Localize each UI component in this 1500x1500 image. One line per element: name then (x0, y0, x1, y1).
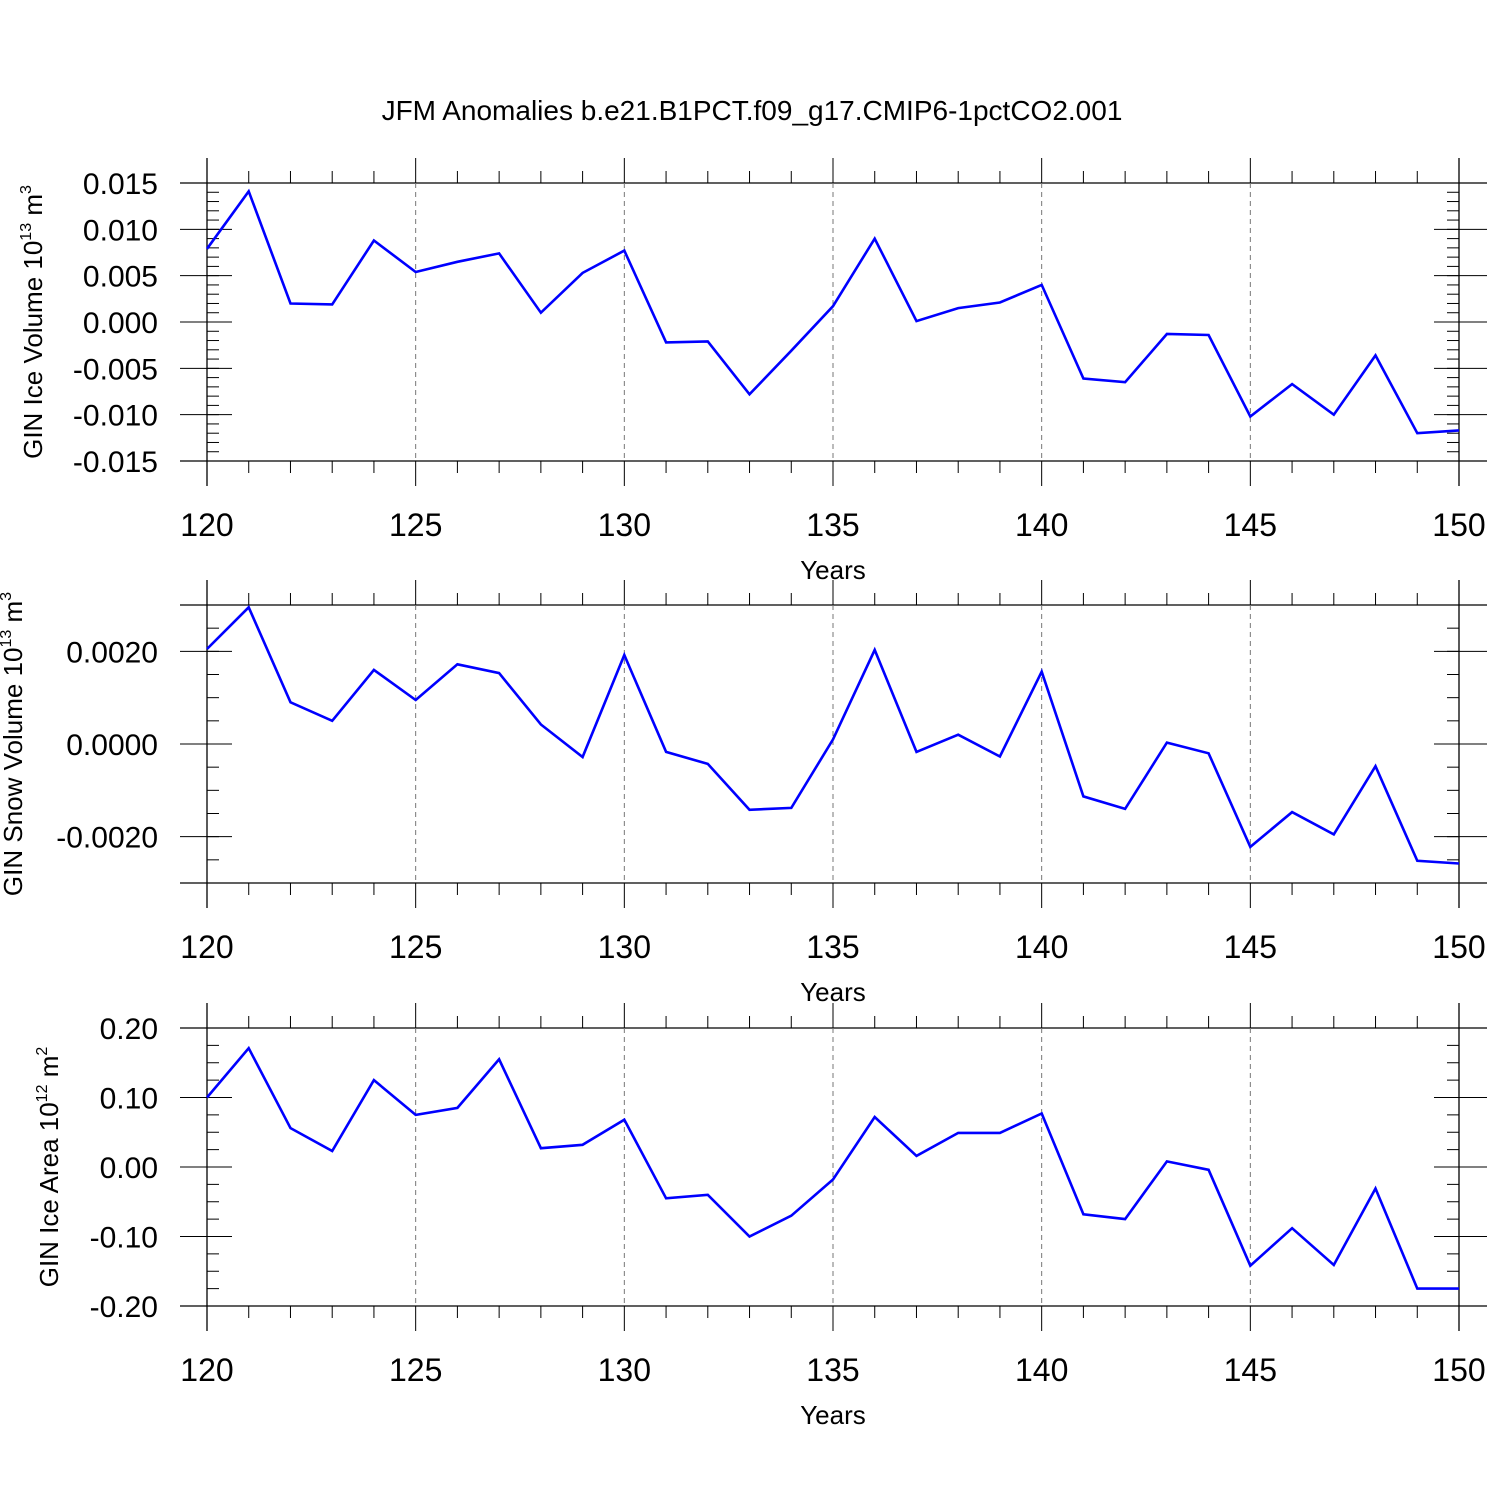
y-tick-label: -0.005 (73, 353, 158, 386)
y-axis-label-part: GIN Snow Volume 10 (0, 648, 28, 897)
x-tick-label: 135 (806, 507, 859, 543)
x-tick-label: 135 (806, 1352, 859, 1388)
x-tick-label: 145 (1224, 1352, 1277, 1388)
x-tick-label: 145 (1224, 507, 1277, 543)
y-axis-label: GIN Ice Volume 1013 m3 (18, 185, 48, 459)
x-tick-label: 130 (598, 507, 651, 543)
panel-1: 0.015 0.010 0.005 0.000 -0.005 -0.010 -0.015 12… (18, 158, 1487, 585)
y-axis-label-superscript: 2 (34, 1047, 51, 1056)
y-axis-label-superscript: 13 (18, 223, 35, 241)
y-tick-label: 0.0000 (66, 729, 158, 762)
y-tick-label: -0.0020 (56, 822, 158, 855)
x-tick-label: 145 (1224, 929, 1277, 965)
y-axis-label-part: GIN Ice Area 10 (34, 1102, 64, 1287)
y-axis-label-superscript: 3 (18, 185, 35, 194)
panel-2: 0.0020 0.0000 -0.0020 120 125 130 135 140 145 150… (0, 580, 1487, 1007)
chart-panels: 0.015 0.010 0.005 0.000 -0.005 -0.010 -0.015 12… (0, 158, 1487, 1430)
y-tick-label: 0.005 (83, 261, 158, 294)
series-line (206, 605, 1460, 865)
y-tick-label: 0.20 (100, 1013, 158, 1046)
y-axis-label-part: m (18, 194, 48, 223)
x-tick-label: 130 (598, 1352, 651, 1388)
series-line (206, 1045, 1459, 1290)
y-tick-label: -0.10 (90, 1222, 158, 1255)
y-axis-label-part: m (34, 1056, 64, 1085)
y-axis-label-part: m (0, 601, 28, 630)
x-tick-label: 130 (598, 929, 651, 965)
y-tick-label: 0.0020 (66, 636, 158, 669)
x-tick-label: 120 (180, 1352, 233, 1388)
y-axis-label-superscript: 3 (0, 592, 15, 601)
y-axis-label: GIN Ice Area 1012 m2 (34, 1047, 64, 1288)
x-tick-label: 150 (1432, 507, 1485, 543)
y-tick-label: 0.010 (83, 214, 158, 247)
series-line (205, 188, 1460, 435)
x-tick-label: 120 (180, 507, 233, 543)
y-axis-label-superscript: 12 (34, 1084, 51, 1102)
x-tick-label: 140 (1015, 507, 1068, 543)
x-tick-label: 125 (389, 1352, 442, 1388)
y-tick-label: 0.00 (100, 1152, 158, 1185)
x-axis-label: Years (800, 1400, 866, 1430)
x-tick-label: 120 (180, 929, 233, 965)
panel-3: 0.20 0.10 0.00 -0.10 -0.20 120 125 130 135 140 145… (34, 1003, 1487, 1430)
x-tick-label: 135 (806, 929, 859, 965)
y-axis-label-superscript: 13 (0, 630, 15, 648)
x-tick-label: 150 (1432, 929, 1485, 965)
chart-title: JFM Anomalies b.e21.B1PCT.f09_g17.CMIP6-… (382, 95, 1123, 126)
y-tick-label: 0.000 (83, 307, 158, 340)
y-tick-label: -0.015 (73, 446, 158, 479)
x-tick-label: 125 (389, 507, 442, 543)
y-tick-label: -0.20 (90, 1291, 158, 1324)
y-tick-label: 0.10 (100, 1083, 158, 1116)
y-axis-label-part: GIN Ice Volume 10 (18, 241, 48, 459)
x-tick-label: 125 (389, 929, 442, 965)
x-tick-label: 140 (1015, 929, 1068, 965)
x-tick-label: 150 (1432, 1352, 1485, 1388)
x-tick-label: 140 (1015, 1352, 1068, 1388)
y-tick-label: -0.010 (73, 400, 158, 433)
y-axis-label: GIN Snow Volume 1013 m3 (0, 592, 28, 896)
y-tick-label: 0.015 (83, 168, 158, 201)
x-axis-label: Years (800, 977, 866, 1007)
